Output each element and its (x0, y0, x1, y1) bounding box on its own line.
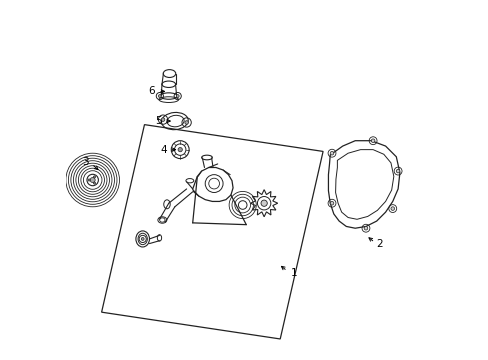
Text: 1: 1 (290, 268, 297, 278)
Circle shape (161, 118, 164, 121)
Circle shape (141, 238, 144, 240)
Text: 2: 2 (376, 239, 383, 249)
Circle shape (395, 169, 399, 173)
Circle shape (184, 121, 188, 124)
Circle shape (90, 177, 95, 183)
Circle shape (329, 152, 333, 155)
Circle shape (390, 207, 394, 210)
Circle shape (88, 179, 90, 181)
Circle shape (329, 202, 333, 205)
Circle shape (370, 139, 374, 143)
Circle shape (93, 176, 95, 178)
Circle shape (364, 226, 367, 230)
Circle shape (158, 95, 161, 98)
Circle shape (176, 95, 179, 98)
Text: 5: 5 (155, 116, 162, 126)
Circle shape (261, 200, 267, 206)
Text: 6: 6 (148, 86, 155, 96)
Circle shape (93, 182, 95, 184)
Circle shape (178, 148, 182, 152)
Text: 4: 4 (160, 145, 166, 155)
Text: 3: 3 (82, 157, 89, 167)
